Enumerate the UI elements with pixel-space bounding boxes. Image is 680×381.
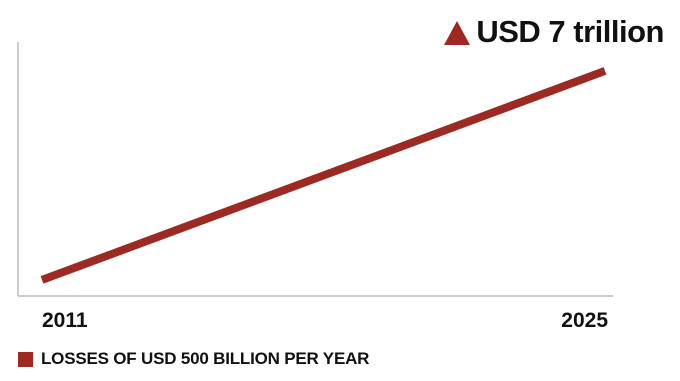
series-line-losses <box>40 67 607 284</box>
legend-label: LOSSES OF USD 500 BILLION PER YEAR <box>41 349 370 368</box>
legend-swatch <box>18 351 33 367</box>
legend: LOSSES OF USD 500 BILLION PER YEAR <box>18 349 369 369</box>
annotation-label: USD 7 trillion <box>476 14 664 49</box>
x-tick-label-2011: 2011 <box>42 309 88 332</box>
annotation-usd-7-trillion: USD 7 trillion <box>444 14 664 50</box>
x-tick-label-2025: 2025 <box>561 309 608 332</box>
up-triangle-icon <box>444 21 471 45</box>
